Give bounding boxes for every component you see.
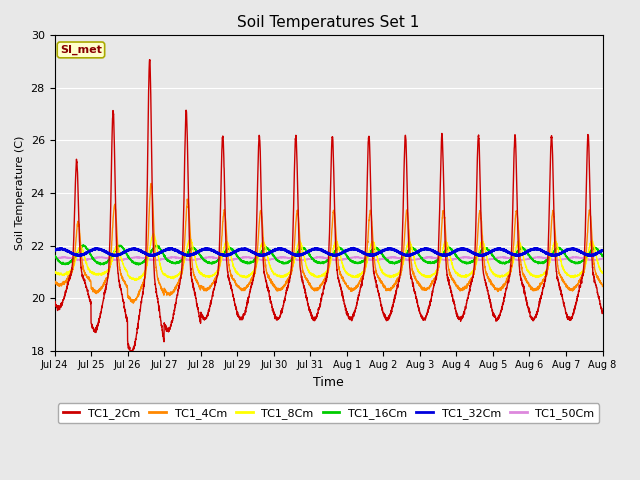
TC1_4Cm: [598, 282, 606, 288]
TC1_2Cm: [146, 57, 154, 63]
TC1_4Cm: [147, 180, 155, 186]
TC1_2Cm: [598, 309, 606, 314]
TC1_32Cm: [598, 248, 606, 253]
X-axis label: Time: Time: [313, 376, 344, 389]
TC1_2Cm: [51, 298, 58, 304]
TC1_16Cm: [547, 253, 555, 259]
TC1_50Cm: [598, 256, 606, 262]
TC1_50Cm: [168, 254, 176, 260]
TC1_4Cm: [392, 279, 399, 285]
TC1_4Cm: [129, 300, 137, 306]
TC1_2Cm: [128, 351, 136, 357]
TC1_50Cm: [547, 256, 555, 262]
TC1_50Cm: [204, 254, 211, 260]
TC1_8Cm: [392, 273, 399, 279]
TC1_16Cm: [382, 256, 390, 262]
TC1_8Cm: [149, 231, 157, 237]
TC1_32Cm: [349, 245, 357, 251]
TC1_4Cm: [168, 290, 176, 296]
Text: SI_met: SI_met: [60, 45, 102, 55]
Line: TC1_4Cm: TC1_4Cm: [54, 183, 602, 303]
TC1_2Cm: [598, 309, 606, 315]
TC1_32Cm: [598, 248, 606, 253]
TC1_8Cm: [204, 274, 212, 280]
TC1_8Cm: [547, 253, 555, 259]
TC1_32Cm: [404, 253, 412, 259]
TC1_32Cm: [168, 246, 176, 252]
TC1_4Cm: [598, 284, 606, 289]
TC1_50Cm: [51, 256, 58, 262]
Line: TC1_16Cm: TC1_16Cm: [54, 245, 602, 265]
TC1_8Cm: [598, 270, 606, 276]
TC1_16Cm: [168, 259, 176, 265]
Line: TC1_8Cm: TC1_8Cm: [54, 234, 602, 280]
TC1_4Cm: [547, 233, 555, 239]
TC1_8Cm: [168, 274, 176, 280]
TC1_8Cm: [382, 273, 390, 278]
Legend: TC1_2Cm, TC1_4Cm, TC1_8Cm, TC1_16Cm, TC1_32Cm, TC1_50Cm: TC1_2Cm, TC1_4Cm, TC1_8Cm, TC1_16Cm, TC1…: [58, 404, 599, 423]
TC1_2Cm: [204, 313, 212, 319]
Line: TC1_32Cm: TC1_32Cm: [54, 248, 602, 256]
TC1_16Cm: [135, 262, 143, 268]
TC1_50Cm: [241, 254, 249, 260]
TC1_16Cm: [51, 253, 58, 259]
TC1_32Cm: [392, 248, 399, 253]
TC1_16Cm: [598, 254, 606, 260]
TC1_4Cm: [204, 285, 212, 291]
TC1_16Cm: [204, 259, 212, 265]
TC1_8Cm: [131, 277, 139, 283]
TC1_32Cm: [547, 252, 555, 257]
TC1_32Cm: [204, 246, 211, 252]
TC1_4Cm: [382, 286, 390, 291]
TC1_50Cm: [443, 257, 451, 263]
TC1_2Cm: [392, 289, 399, 295]
TC1_4Cm: [51, 278, 58, 284]
Y-axis label: Soil Temperature (C): Soil Temperature (C): [15, 136, 25, 250]
TC1_16Cm: [392, 260, 399, 266]
TC1_2Cm: [382, 316, 390, 322]
TC1_8Cm: [598, 270, 606, 276]
Line: TC1_2Cm: TC1_2Cm: [54, 60, 602, 354]
TC1_8Cm: [51, 269, 58, 275]
TC1_50Cm: [392, 254, 399, 260]
TC1_2Cm: [168, 317, 176, 323]
TC1_32Cm: [382, 246, 390, 252]
TC1_50Cm: [382, 255, 390, 261]
TC1_16Cm: [598, 253, 606, 259]
TC1_32Cm: [51, 248, 58, 253]
TC1_2Cm: [547, 144, 555, 150]
Line: TC1_50Cm: TC1_50Cm: [54, 257, 602, 260]
Title: Soil Temperatures Set 1: Soil Temperatures Set 1: [237, 15, 420, 30]
TC1_16Cm: [79, 242, 87, 248]
TC1_50Cm: [598, 256, 606, 262]
